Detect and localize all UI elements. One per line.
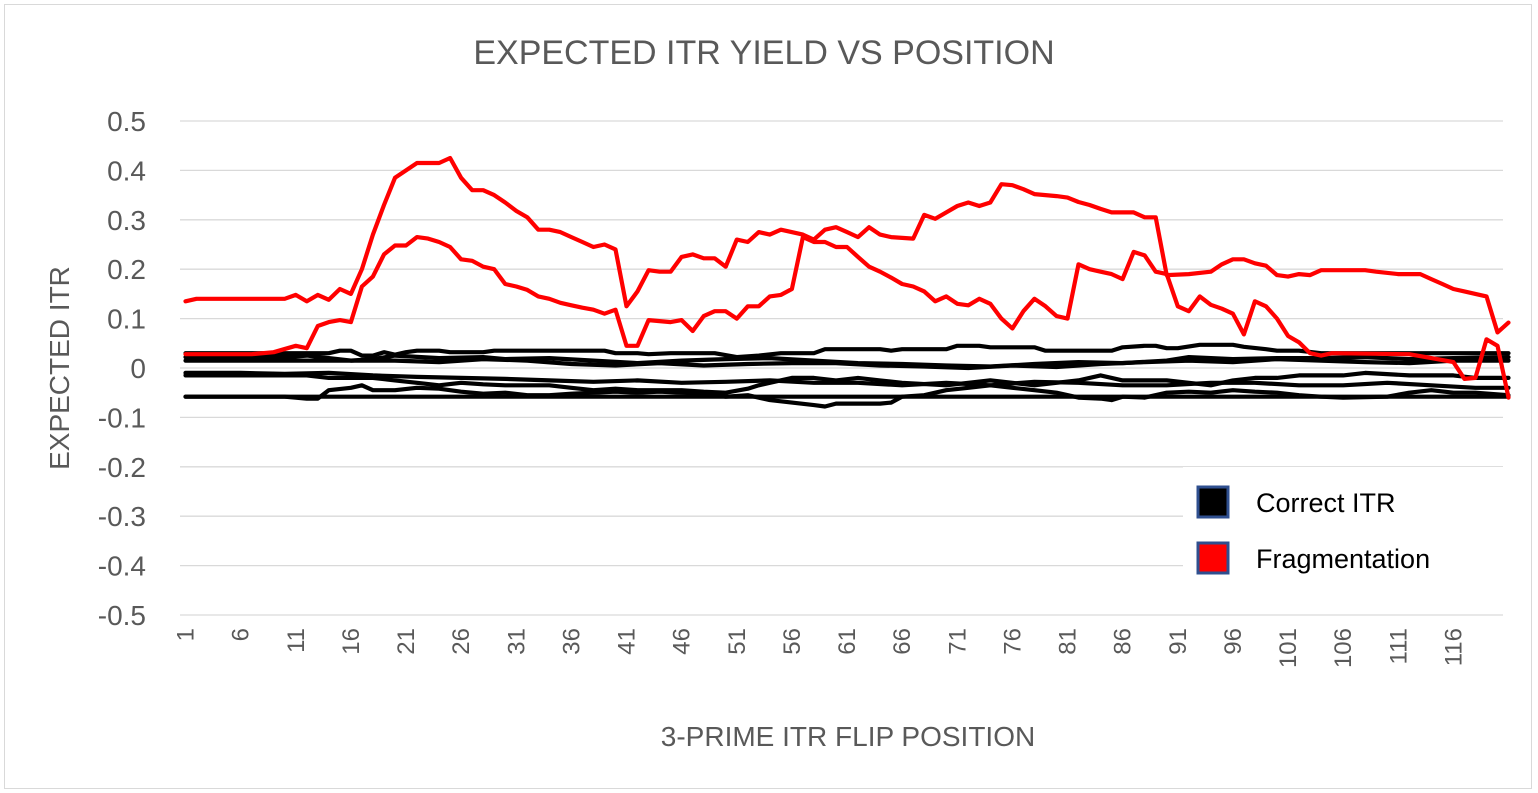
- gridlines: [180, 120, 1503, 616]
- x-tick-label: 61: [834, 628, 861, 655]
- x-tick-label: 76: [999, 628, 1026, 655]
- x-axis-label: 3-PRIME ITR FLIP POSITION: [661, 721, 1035, 752]
- series-lines: [183, 155, 1511, 409]
- legend-swatch: [1196, 485, 1230, 519]
- y-tick-label: -0.4: [98, 551, 146, 582]
- x-tick-label: 101: [1275, 628, 1302, 668]
- y-tick-label: 0.2: [107, 254, 146, 285]
- x-tick-label: 66: [889, 628, 916, 655]
- y-tick-label: 0: [130, 353, 146, 384]
- y-tick-label: 0.3: [107, 205, 146, 236]
- x-tick-label: 26: [448, 628, 475, 655]
- y-tick-label: -0.5: [98, 600, 146, 631]
- x-tick-label: 6: [228, 628, 255, 641]
- correct-itr-series-line: [183, 370, 1511, 390]
- y-axis-label: EXPECTED ITR: [44, 266, 75, 470]
- x-tick-label: 71: [944, 628, 971, 655]
- x-tick-label: 81: [1055, 628, 1082, 655]
- x-tick-label: 21: [393, 628, 420, 655]
- x-tick-label: 31: [503, 628, 530, 655]
- y-tick-labels: 0.5 0.4 0.3 0.2 0.1 0 -0.1 -0.2 -0.3 -0.4 -0.5: [98, 106, 146, 631]
- correct-itr-series-line: [183, 357, 1511, 371]
- legend: Correct ITR Fragmentation: [1183, 467, 1507, 577]
- x-tick-label: 36: [558, 628, 585, 655]
- y-tick-label: -0.2: [98, 452, 146, 483]
- x-tick-label: 11: [283, 628, 310, 653]
- correct-itr-series-line: [183, 342, 1511, 360]
- x-tick-label: 56: [779, 628, 806, 655]
- x-tick-label: 106: [1330, 628, 1357, 668]
- y-tick-label: 0.1: [107, 304, 146, 335]
- x-tick-label: 111: [1385, 628, 1412, 664]
- x-tick-label: 86: [1110, 628, 1137, 655]
- y-tick-label: 0.4: [107, 155, 146, 186]
- x-tick-label: 96: [1220, 628, 1247, 655]
- fragmentation-series-line: [183, 235, 1511, 400]
- legend-label: Correct ITR: [1256, 488, 1396, 518]
- fragmentation-series-line: [183, 155, 1511, 335]
- x-tick-labels: 1 6 11 16 21 26 31 36 41 46 51 56 61 66 71 76 81 86 91 96 10…: [173, 628, 1468, 668]
- correct-itr-series-line: [183, 370, 1511, 395]
- y-tick-label: -0.1: [98, 402, 146, 433]
- legend-label: Fragmentation: [1256, 544, 1430, 574]
- y-tick-label: -0.3: [98, 501, 146, 532]
- y-tick-label: 0.5: [107, 106, 146, 137]
- x-tick-label: 51: [724, 628, 751, 655]
- x-tick-label: 16: [338, 628, 365, 655]
- x-tick-label: 116: [1440, 628, 1467, 666]
- chart-title: EXPECTED ITR YIELD VS POSITION: [473, 34, 1054, 72]
- legend-swatch: [1196, 541, 1230, 575]
- x-tick-label: 91: [1165, 628, 1192, 655]
- x-tick-label: 41: [614, 628, 641, 655]
- x-tick-label: 46: [669, 628, 696, 655]
- x-tick-label: 1: [173, 628, 200, 641]
- correct-itr-series-line: [183, 383, 1511, 409]
- legend-background: [1183, 467, 1507, 577]
